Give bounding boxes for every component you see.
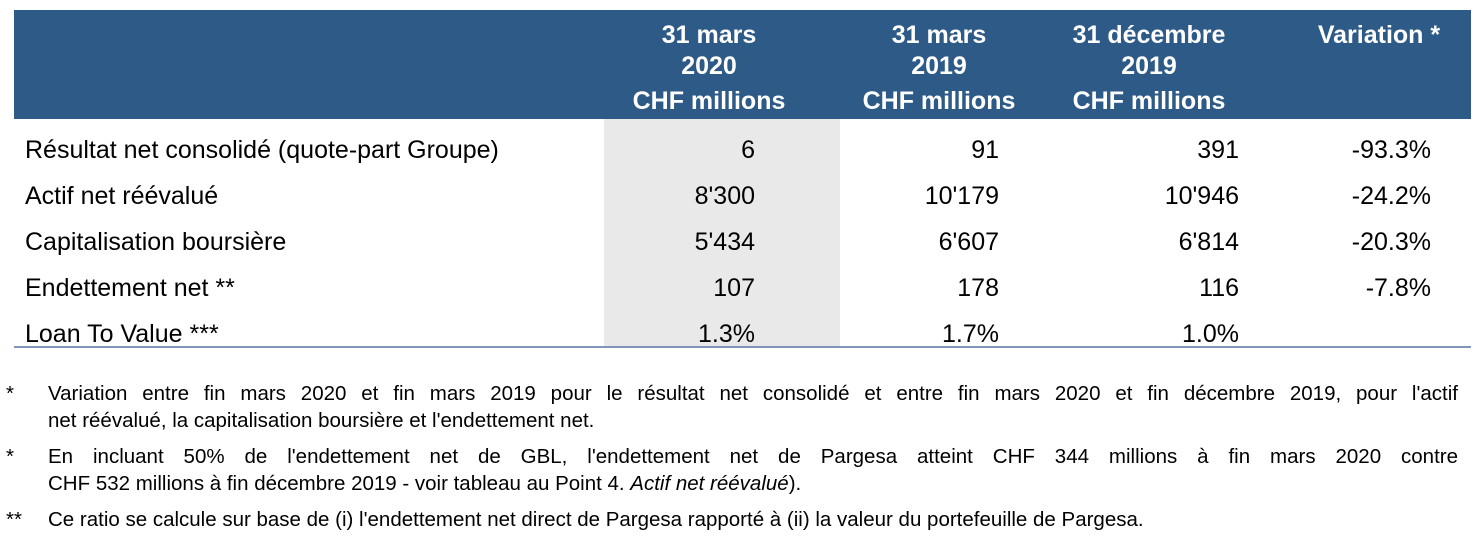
cell-dec-2019: 116 [1199,274,1239,302]
column-header-mar-2020: 31 mars 2020 [661,21,757,80]
table-row: Loan To Value *** 1.3% 1.7% 1.0% [14,312,1471,358]
column-header-mar-2019: 31 mars 2019 [891,21,987,80]
cell-variation: -20.3% [1351,228,1431,256]
column-unit-mar-2020: CHF millions [632,87,786,115]
row-label: Capitalisation boursière [25,228,287,256]
footnote-text-line: CHF 532 millions à fin décembre 2019 - v… [48,472,802,495]
column-unit-mar-2019: CHF millions [862,87,1016,115]
cell-mar-2019: 91 [971,136,999,164]
cell-dec-2019: 10'946 [1164,182,1239,210]
cell-mar-2020: 1.3% [698,320,755,348]
cell-mar-2020: 8'300 [694,182,755,210]
cell-mar-2020: 5'434 [694,228,755,256]
row-label: Résultat net consolidé (quote-part Group… [25,136,499,164]
footnote-marker: * [6,445,14,468]
cell-mar-2019: 1.7% [942,320,999,348]
cell-mar-2020: 6 [741,136,755,164]
footnote-text-line: Variation entre fin mars 2020 et fin mar… [48,382,1458,405]
footnote-text-line: Ce ratio se calcule sur base de (i) l'en… [48,508,1144,531]
footnote-text-line: En incluant 50% de l'endettement net de … [48,445,1458,468]
column-unit-dec-2019: CHF millions [1072,87,1226,115]
cell-mar-2019: 10'179 [924,182,999,210]
cell-dec-2019: 391 [1197,136,1239,164]
cell-variation: -7.8% [1365,274,1431,302]
cell-mar-2020: 107 [713,274,755,302]
cell-variation: -93.3% [1351,136,1431,164]
table-row: Actif net réévalué 8'300 10'179 10'946 -… [14,174,1471,220]
table-row: Capitalisation boursière 5'434 6'607 6'8… [14,220,1471,266]
cell-mar-2019: 6'607 [938,228,999,256]
cell-dec-2019: 6'814 [1178,228,1239,256]
column-header-dec-2019: 31 décembre 2019 [1072,21,1226,80]
cell-variation: -24.2% [1351,182,1431,210]
table-bottom-rule [14,346,1471,348]
footnote-marker: ** [6,508,22,531]
table-row: Résultat net consolidé (quote-part Group… [14,128,1471,174]
column-header-variation: Variation * [1317,21,1441,49]
results-table: 31 mars 2020 CHF millions 31 mars 2019 C… [14,10,1471,348]
footnote-marker: * [6,382,14,405]
footnote-text-line: net réévalué, la capitalisation boursièr… [48,409,595,432]
row-label: Endettement net ** [25,274,235,302]
row-label: Actif net réévalué [25,182,219,210]
table-header: 31 mars 2020 CHF millions 31 mars 2019 C… [14,10,1471,119]
footnote-italic-reference: Actif net réévalué [630,472,789,495]
table-row: Endettement net ** 107 178 116 -7.8% [14,266,1471,312]
cell-mar-2019: 178 [957,274,999,302]
cell-dec-2019: 1.0% [1182,320,1239,348]
row-label: Loan To Value *** [25,320,219,348]
highlighted-column-background [604,119,840,348]
